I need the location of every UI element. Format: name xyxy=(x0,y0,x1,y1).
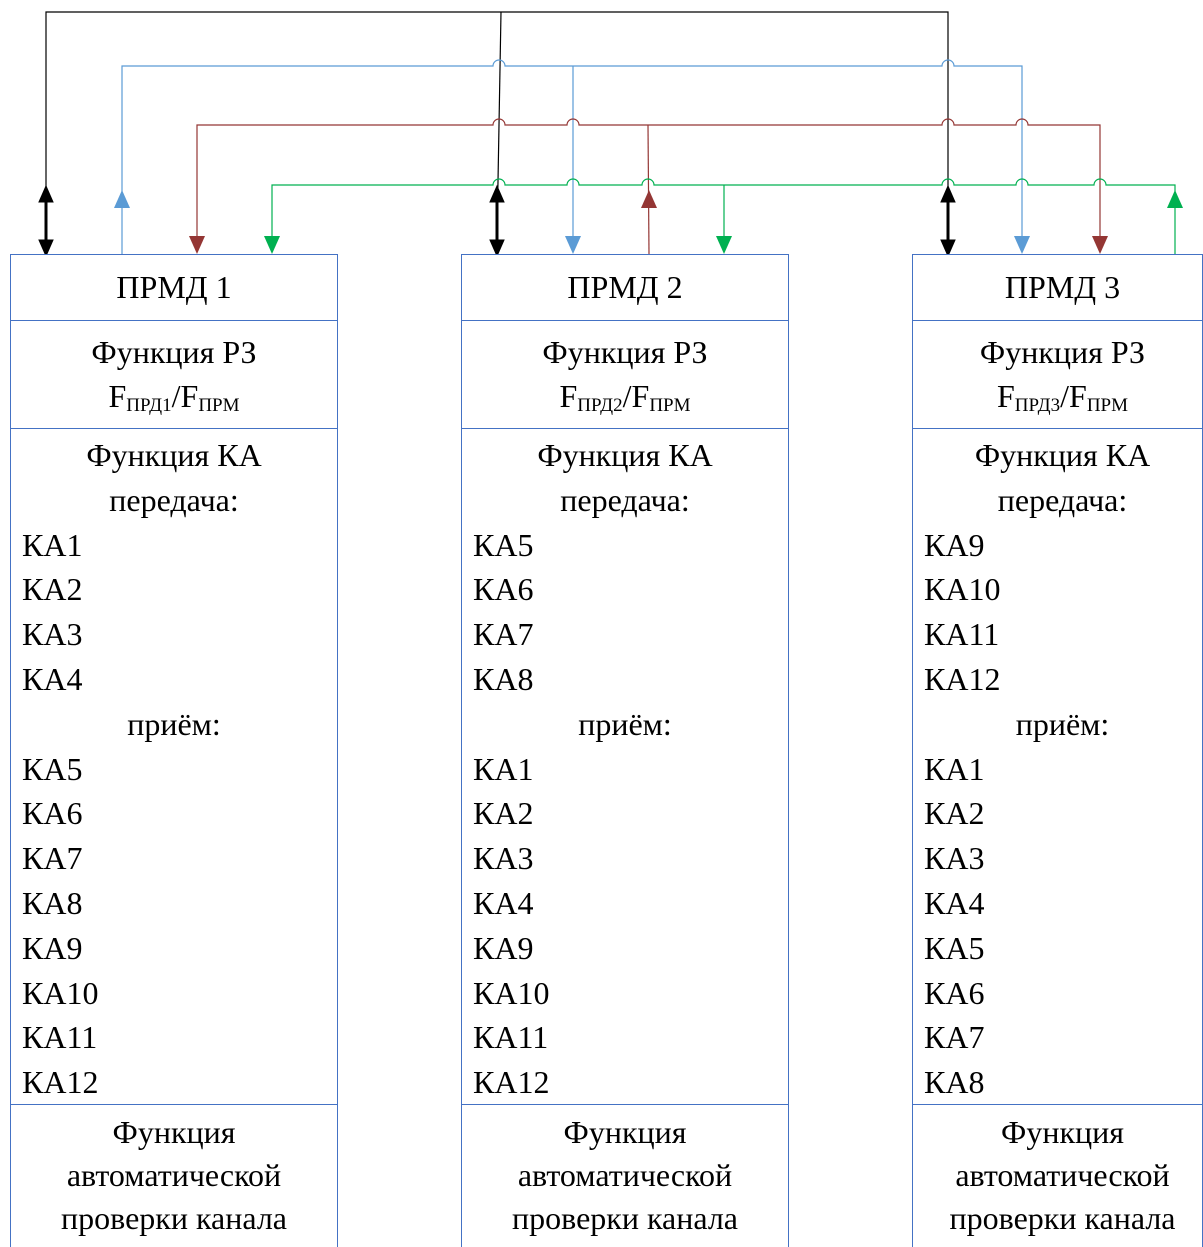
auto-check-line: автоматической xyxy=(517,1157,733,1193)
ka-rx-item: КА8 xyxy=(22,884,83,921)
frequency-label: FПРД3/FПРМ xyxy=(997,378,1128,416)
ka-rx-item: КА2 xyxy=(473,795,534,832)
auto-check-line: проверки канала xyxy=(61,1200,287,1236)
rz-label: Функция РЗ xyxy=(542,334,708,370)
ka-tx-item: КА2 xyxy=(22,571,83,608)
ka-rx-item: КА8 xyxy=(924,1064,985,1101)
auto-check-section: Функция автоматической проверки канала xyxy=(11,1105,337,1240)
ka-section: Функция КА передача: КА1 КА2 КА3 КА4 при… xyxy=(11,429,337,1105)
ka-rx-item: КА1 xyxy=(924,750,985,787)
tx-label: передача: xyxy=(560,481,690,518)
ka-tx-item: КА7 xyxy=(473,616,534,653)
ka-rx-item: КА2 xyxy=(924,795,985,832)
ka-tx-item: КА4 xyxy=(22,660,83,697)
green-bus-arrows xyxy=(264,190,1183,254)
ka-tx-item: КА9 xyxy=(924,526,985,563)
ka-rx-item: КА3 xyxy=(924,840,985,877)
ka-rx-item: КА10 xyxy=(473,974,550,1011)
ka-rx-item: КА11 xyxy=(473,1019,549,1056)
ka-tx-item: КА3 xyxy=(22,616,83,653)
rx-label: приём: xyxy=(578,705,672,742)
rx-label: приём: xyxy=(1015,705,1110,742)
ka-section: Функция КА передача: КА9 КА10 КА11 КА12 … xyxy=(913,429,1202,1105)
rx-label: приём: xyxy=(127,705,221,742)
unit-title: ПРМД 1 xyxy=(11,255,337,321)
ka-rx-item: КА6 xyxy=(924,974,985,1011)
auto-check-line: проверки канала xyxy=(512,1200,738,1236)
ka-rx-item: КА4 xyxy=(924,884,985,921)
ka-label: Функция КА xyxy=(86,437,262,473)
unit-block-2: ПРМД 2 Функция РЗ FПРД2/FПРМ Функция КА … xyxy=(461,254,789,1247)
tx-label: передача: xyxy=(997,481,1128,518)
unit-title: ПРМД 2 xyxy=(462,255,788,321)
ka-rx-item: КА5 xyxy=(22,750,83,787)
ka-label: Функция КА xyxy=(537,437,713,473)
ka-tx-item: КА5 xyxy=(473,526,534,563)
unit-title: ПРМД 3 xyxy=(913,255,1202,321)
auto-check-line: автоматической xyxy=(955,1157,1170,1193)
ka-tx-item: КА10 xyxy=(924,571,1001,608)
unit-block-3: ПРМД 3 Функция РЗ FПРД3/FПРМ Функция КА … xyxy=(912,254,1203,1247)
auto-check-line: проверки канала xyxy=(949,1200,1176,1236)
ka-rx-item: КА7 xyxy=(924,1019,985,1056)
ka-section: Функция КА передача: КА5 КА6 КА7 КА8 при… xyxy=(462,429,788,1105)
rz-section: Функция РЗ FПРД2/FПРМ xyxy=(462,321,788,429)
ka-tx-item: КА12 xyxy=(924,660,1001,697)
rz-section: Функция РЗ FПРД1/FПРМ xyxy=(11,321,337,429)
auto-check-line: Функция xyxy=(1001,1114,1124,1150)
ka-tx-item: КА8 xyxy=(473,660,534,697)
blue-bus xyxy=(121,59,1023,254)
frequency-label: FПРД2/FПРМ xyxy=(559,378,691,416)
red-bus xyxy=(196,118,1101,254)
ka-rx-item: КА4 xyxy=(473,884,534,921)
ka-rx-item: КА9 xyxy=(22,929,83,966)
auto-check-line: Функция xyxy=(112,1114,236,1150)
auto-check-section: Функция автоматической проверки канала xyxy=(462,1105,788,1240)
black-bus-arrows xyxy=(38,184,956,254)
ka-rx-item: КА6 xyxy=(22,795,83,832)
auto-check-section: Функция автоматической проверки канала xyxy=(913,1105,1202,1240)
ka-tx-item: КА11 xyxy=(924,616,1000,653)
ka-label: Функция КА xyxy=(974,437,1151,473)
frequency-label: FПРД1/FПРМ xyxy=(108,378,240,416)
auto-check-line: автоматической xyxy=(66,1157,282,1193)
tx-label: передача: xyxy=(109,481,239,518)
ka-rx-item: КА12 xyxy=(22,1064,99,1101)
ka-rx-item: КА9 xyxy=(473,929,534,966)
ka-rx-item: КА1 xyxy=(473,750,534,787)
ka-rx-item: КА12 xyxy=(473,1064,550,1101)
ka-rx-item: КА5 xyxy=(924,929,985,966)
rz-section: Функция РЗ FПРД3/FПРМ xyxy=(913,321,1202,429)
ka-rx-item: КА11 xyxy=(22,1019,98,1056)
rz-label: Функция РЗ xyxy=(979,334,1146,370)
blue-bus-arrows xyxy=(114,190,1030,254)
connection-diagram xyxy=(38,11,1183,254)
ka-rx-item: КА10 xyxy=(22,974,99,1011)
auto-check-line: Функция xyxy=(563,1114,687,1150)
ka-tx-item: КА1 xyxy=(22,526,83,563)
red-bus-arrows xyxy=(189,190,1108,254)
unit-block-1: ПРМД 1 Функция РЗ FПРД1/FПРМ Функция КА … xyxy=(10,254,338,1247)
ka-rx-item: КА7 xyxy=(22,840,83,877)
green-bus xyxy=(271,178,1176,254)
rz-label: Функция РЗ xyxy=(91,334,257,370)
ka-tx-item: КА6 xyxy=(473,571,534,608)
ka-rx-item: КА3 xyxy=(473,840,534,877)
